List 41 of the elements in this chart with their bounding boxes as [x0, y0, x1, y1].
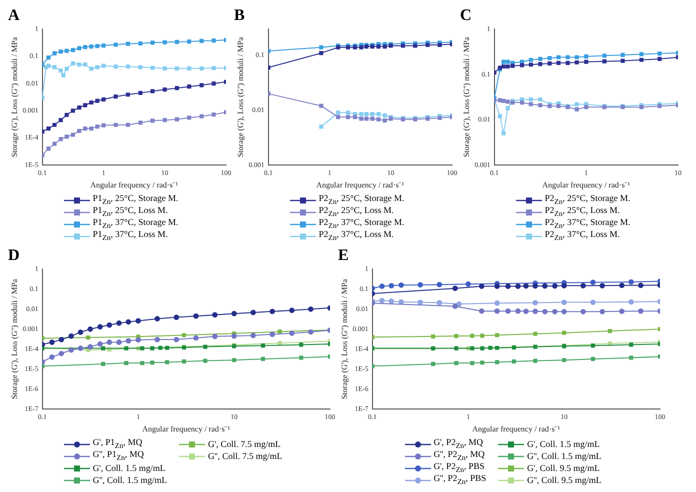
legend-label: P2$_{Zn}$, 37°C, Storage M.	[544, 217, 630, 230]
legend-label: G', Coll. 7.5 mg/mL	[208, 438, 281, 450]
legend-label: G', Coll. 1.5 mg/mL	[92, 462, 166, 474]
legend-label: P2$_{Zn}$, 25°C, Storage M.	[318, 193, 404, 206]
y-axis-title: Storage (G'), Loss (G'') moduli / MPa	[236, 36, 245, 158]
legend-label: P2$_{Zn}$, 37°C, Loss M.	[544, 228, 620, 244]
y-axis-title: Storage (G'), Loss (G'') moduli / MPa	[10, 36, 19, 158]
y-axis-title: Storage (G'), Loss (G'') moduli / MPa	[10, 278, 19, 400]
legend-label: G'', Coll. 1.5 mg/mL	[527, 450, 602, 462]
legend-label: P2$_{Zn}$, 37°C, Loss M.	[318, 228, 394, 244]
chart-title: E	[338, 247, 350, 264]
legend-label: P1$_{Zn}$, 37°C, Storage M.	[92, 217, 178, 230]
legend-label: P1$_{Zn}$, 25°C, Storage M.	[92, 193, 178, 206]
legend-label: P2$_{Zn}$, 25°C, Storage M.	[544, 193, 630, 206]
legend-label: G', P1$_{Zn}$, MQ	[92, 437, 142, 450]
x-axis-title: Angular frequency / rad·s⁻¹	[142, 424, 231, 434]
y-axis-title: Storage (G'), Loss (G'') moduli / MPa	[462, 36, 471, 158]
y-axis-title: Storage (G'), Loss (G'') moduli / MPa	[340, 278, 349, 400]
legend-label: P2$_{Zn}$, 37°C, Storage M.	[318, 217, 404, 230]
legend-label: G', P2$_{Zn}$, PBS	[434, 461, 485, 474]
legend-label: G', Coll. 9.5 mg/mL	[527, 462, 600, 474]
legend-label: G'', P1$_{Zn}$, MQ	[92, 448, 144, 464]
legend-label: P2$_{Zn}$, 25°C, Loss M.	[544, 205, 620, 218]
x-axis-title: Angular frequency / rad·s⁻¹	[90, 180, 179, 190]
legend-label: P1$_{Zn}$, 25°C, Loss M.	[92, 205, 168, 218]
legend-label: P1$_{Zn}$, 37°C, Loss M.	[92, 228, 168, 244]
x-axis-title: Angular frequency / rad·s⁻¹	[542, 180, 631, 190]
chart-title: D	[8, 247, 21, 264]
legend-label: G'', P2$_{Zn}$, PBS	[434, 472, 486, 488]
legend-label: P2$_{Zn}$, 25°C, Loss M.	[318, 205, 394, 218]
legend-label: G'', P2$_{Zn}$, MQ	[434, 449, 485, 462]
x-axis-title: Angular frequency / rad·s⁻¹	[316, 180, 405, 190]
legend-label: G', Coll. 1.5 mg/mL	[527, 438, 600, 450]
legend-label: G'', Coll. 9.5 mg/mL	[527, 474, 602, 486]
legend-label: G', P2$_{Zn}$, MQ	[434, 437, 484, 450]
chart-title: A	[8, 7, 21, 24]
chart-title: B	[234, 7, 246, 24]
chart-title: C	[460, 7, 473, 24]
legend-label: G'', Coll. 1.5 mg/mL	[92, 474, 167, 486]
x-axis-title: Angular frequency / rad·s⁻¹	[472, 424, 561, 434]
legend-label: G'', Coll. 7.5 mg/mL	[208, 450, 282, 462]
